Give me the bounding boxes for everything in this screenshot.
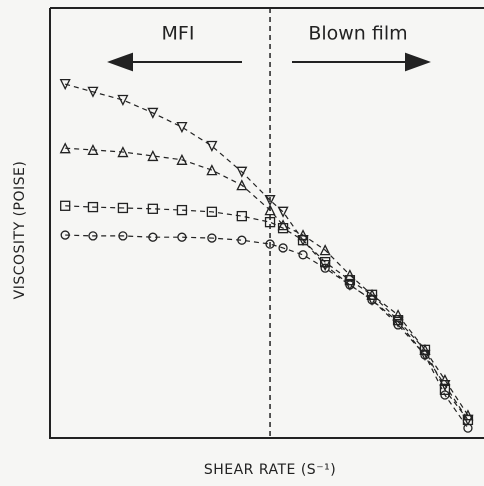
annotation: MFI	[162, 23, 195, 45]
annotation: Blown film	[308, 23, 407, 45]
chart: MFI Blown film VISCOSITY (POISE) SHEAR R…	[0, 0, 484, 486]
fit-line	[65, 84, 468, 420]
fit-line	[65, 148, 468, 415]
fit-line	[65, 235, 468, 428]
x-axis-label: SHEAR RATE (S⁻¹)	[204, 462, 336, 478]
y-axis-label: VISCOSITY (POISE)	[12, 161, 28, 300]
arrows	[110, 54, 428, 70]
point	[279, 207, 288, 216]
point	[299, 251, 307, 259]
axes-frame	[50, 8, 484, 438]
point	[177, 123, 186, 132]
point	[118, 96, 127, 105]
point	[207, 166, 216, 175]
